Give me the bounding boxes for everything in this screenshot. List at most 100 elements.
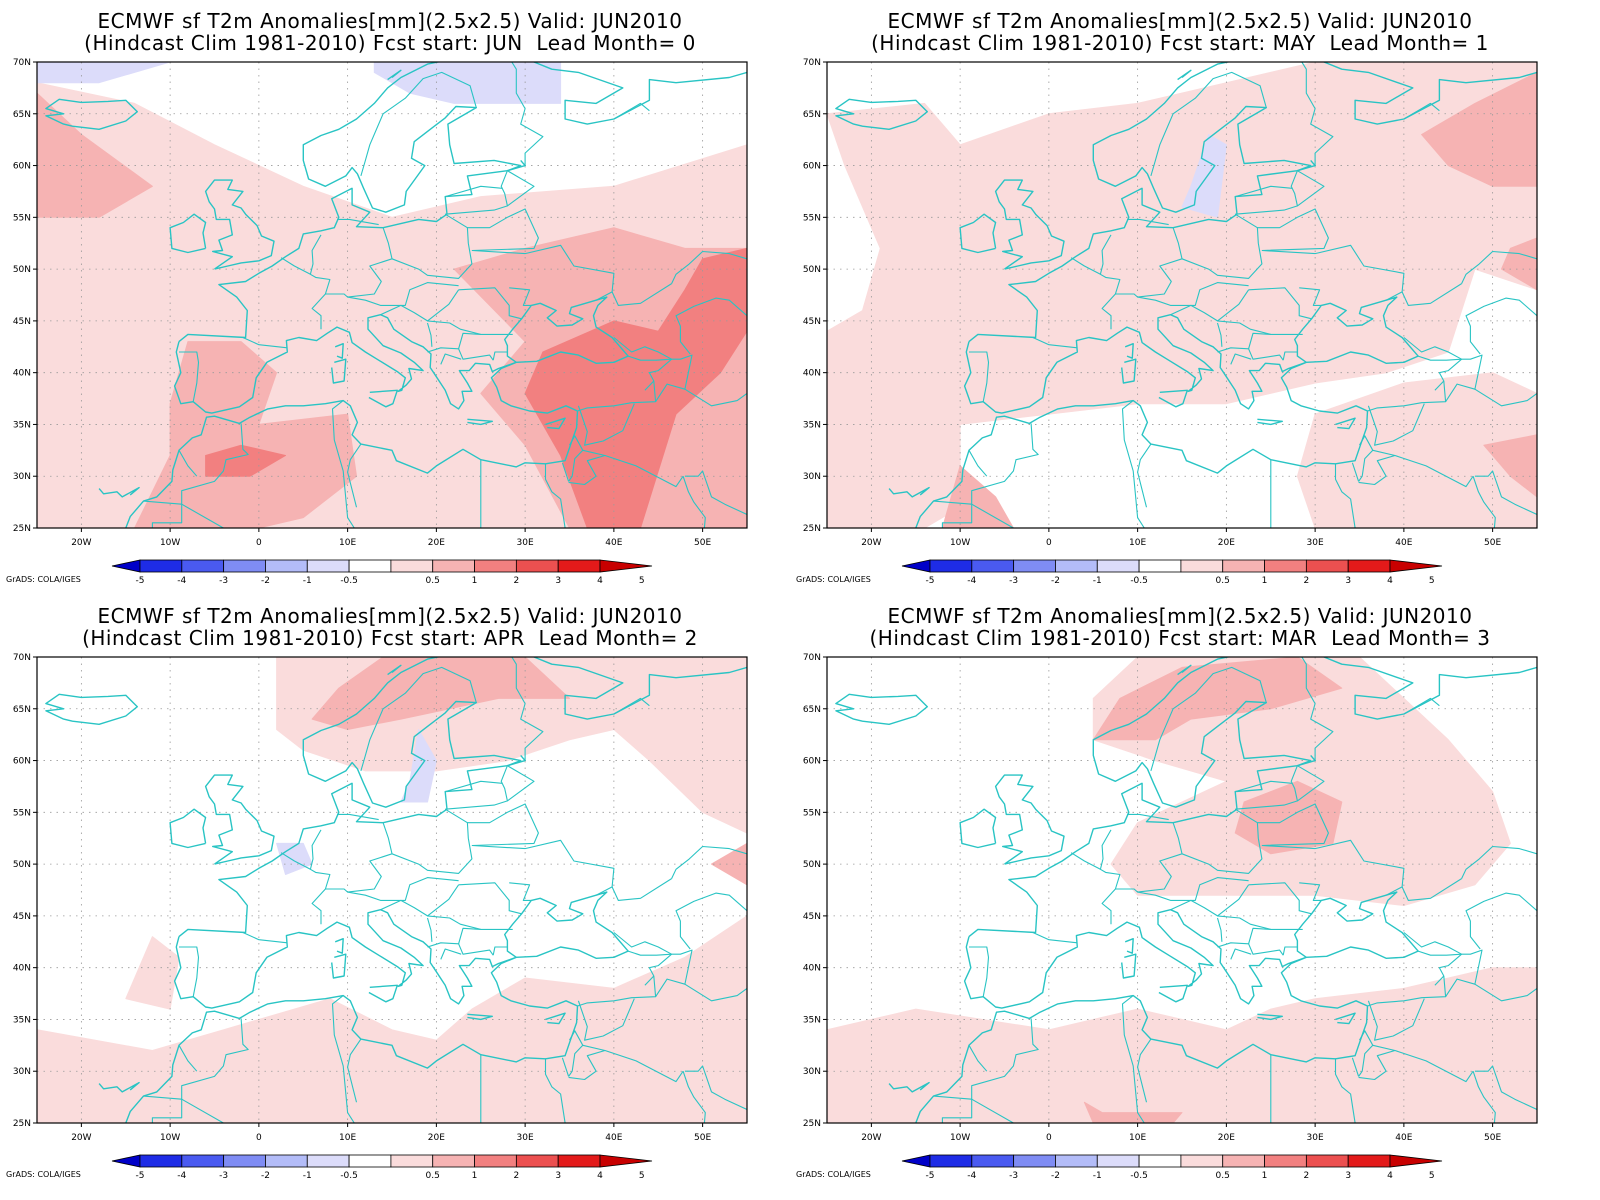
- anomaly-region: [205, 444, 286, 477]
- colorbar-label: 3: [555, 1171, 561, 1181]
- country-border: [1403, 102, 1440, 120]
- country-border: [151, 504, 183, 528]
- country-border: [492, 946, 508, 956]
- lat-tick-label: 60N: [803, 757, 821, 767]
- coastline: [204, 774, 275, 865]
- country-border: [577, 998, 635, 1041]
- country-border: [1099, 234, 1112, 275]
- coastline: [1257, 418, 1283, 426]
- country-border: [507, 170, 535, 207]
- coastline: [1177, 664, 1192, 676]
- country-border: [1150, 666, 1267, 772]
- country-border: [1248, 332, 1271, 349]
- colorbar-label: -5: [926, 1171, 935, 1181]
- country-border: [1230, 353, 1252, 365]
- colorbar-swatch: [1222, 1154, 1265, 1168]
- lon-tick-label: 50E: [1484, 538, 1501, 548]
- colorbar-label: 5: [639, 1171, 645, 1181]
- coastline: [334, 343, 344, 359]
- country-border: [968, 1045, 988, 1072]
- coastline: [1121, 358, 1137, 384]
- lat-tick-label: 65N: [13, 110, 31, 120]
- country-border: [280, 257, 331, 330]
- country-border: [1472, 1071, 1496, 1123]
- lon-tick-label: 40E: [605, 1133, 622, 1143]
- country-border: [671, 250, 747, 284]
- country-border: [568, 435, 584, 482]
- coastlines: [835, 62, 1537, 528]
- country-border: [933, 1095, 972, 1100]
- anomaly-region: [711, 842, 747, 886]
- colorbar-swatch: [390, 1154, 434, 1168]
- country-border: [143, 1095, 182, 1100]
- map-frame: [826, 656, 1538, 1124]
- anomaly-region: [941, 465, 1014, 528]
- colorbar-label: 3: [1345, 1171, 1351, 1181]
- country-border: [627, 950, 672, 956]
- coastline: [178, 62, 747, 343]
- colorbar-label: -4: [967, 1171, 976, 1181]
- colorbar-swatch: [1347, 559, 1391, 573]
- colorbar-label: 2: [514, 576, 520, 586]
- country-border: [611, 878, 672, 901]
- country-border: [1216, 917, 1223, 942]
- colorbar-swatch: [971, 1154, 1015, 1168]
- map-panel-lead3: ECMWF sf T2m Anomalies[mm](2.5x2.5) Vali…: [790, 595, 1570, 1185]
- anomaly-region: [1483, 434, 1537, 498]
- country-border: [1401, 878, 1462, 901]
- colorbar-label: 0.5: [426, 576, 440, 586]
- grads-credit: GrADS: COLA/IGES: [796, 575, 871, 584]
- lon-tick-label: 10E: [1129, 1133, 1146, 1143]
- colorbar-swatch: [390, 559, 434, 573]
- country-border: [682, 1071, 706, 1123]
- colorbar-swatch: [265, 559, 308, 573]
- colorbar-swatch: [1347, 1154, 1391, 1168]
- colorbar-swatch: [515, 1154, 559, 1168]
- lat-tick-label: 70N: [803, 58, 821, 68]
- panel-title-line1: ECMWF sf T2m Anomalies[mm](2.5x2.5) Vali…: [97, 9, 683, 33]
- lon-tick-label: 20W: [861, 538, 881, 548]
- country-border: [426, 917, 433, 942]
- country-border: [458, 927, 481, 944]
- colorbar-swatch: [1138, 1154, 1182, 1168]
- coastline: [968, 62, 1537, 343]
- colorbar-swatch: [432, 1154, 475, 1168]
- country-border: [1216, 322, 1223, 347]
- country-border: [1137, 282, 1249, 306]
- colorbar-label: 3: [1345, 576, 1351, 586]
- lon-tick-label: 20W: [861, 1133, 881, 1143]
- coastline: [1124, 343, 1134, 359]
- country-border: [458, 332, 481, 349]
- colorbar-label: -2: [1051, 576, 1060, 586]
- country-border: [1115, 227, 1183, 298]
- country-border: [655, 354, 693, 403]
- colorbar-label: 0.5: [426, 1171, 440, 1181]
- coastline: [98, 486, 140, 498]
- anomaly-region: [400, 729, 437, 803]
- lon-tick-label: 20E: [1218, 1133, 1235, 1143]
- country-border: [1334, 1058, 1356, 1123]
- colorbar-label: 5: [1429, 576, 1435, 586]
- colorbar: -5 -4 -3 -2 -1 -0.5 0.5 1 2 3 4 5: [901, 559, 1443, 586]
- country-border: [1248, 927, 1271, 944]
- country-border: [1445, 354, 1483, 403]
- axis-ticks: 20W 10W 0 10E 20E 30E 40E 50E 25N 30N 35N 40N 45N 50N…: [13, 653, 712, 1143]
- country-border: [380, 289, 460, 322]
- country-border: [544, 463, 566, 528]
- country-border: [568, 449, 606, 486]
- country-border: [1367, 403, 1425, 446]
- colorbar-swatch: [1013, 1154, 1056, 1168]
- colorbar-swatch: [348, 559, 392, 573]
- country-border: [1401, 283, 1462, 306]
- lon-tick-label: 10W: [160, 538, 180, 548]
- country-border: [1461, 250, 1537, 284]
- lat-tick-label: 60N: [803, 162, 821, 172]
- colorbar-swatch: [223, 559, 266, 573]
- coastline: [545, 1012, 566, 1025]
- country-border: [1150, 71, 1267, 177]
- coastline: [45, 98, 139, 131]
- country-border: [604, 454, 684, 488]
- country-border: [1248, 882, 1312, 915]
- grads-credit: GrADS: COLA/IGES: [6, 575, 81, 584]
- country-border: [337, 813, 379, 821]
